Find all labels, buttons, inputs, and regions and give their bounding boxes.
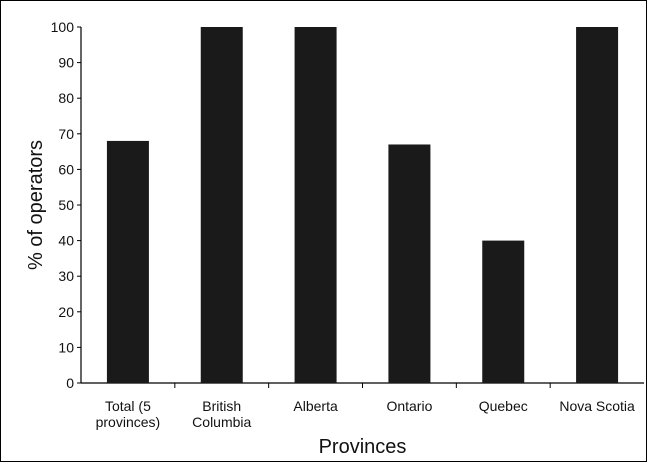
y-tick-label: 90 [58,55,74,71]
bar [106,140,149,383]
category-label: Ontario [386,398,432,414]
bars [106,27,619,383]
y-tick-label: 30 [58,268,74,284]
y-tick-label: 50 [58,197,74,213]
bar [482,240,525,383]
bar [576,27,619,383]
y-tick-label: 10 [58,339,74,355]
x-axis-category-labels: Total (5 provinces) British Columbia Alberta… [96,398,635,430]
category-label: Alberta [293,398,338,414]
category-label: Total (5 provinces) [96,398,161,430]
bar [200,27,243,383]
category-label: Quebec [479,398,528,414]
y-axis-title: % of operators [25,140,47,270]
y-tick-label: 0 [66,375,74,391]
x-axis-title: Provinces [319,436,407,458]
y-tick-label: 70 [58,126,74,142]
y-tick-label: 20 [58,304,74,320]
category-label: Nova Scotia [559,398,635,414]
y-axis-ticks: 0 10 20 30 40 50 60 70 80 90 100 [51,19,81,391]
y-tick-label: 40 [58,233,74,249]
category-label: British Columbia [192,398,251,430]
y-tick-label: 60 [58,161,74,177]
axes [80,27,644,388]
y-tick-label: 80 [58,90,74,106]
y-tick-label: 100 [51,19,75,35]
bar [294,27,337,383]
bar [388,144,431,383]
